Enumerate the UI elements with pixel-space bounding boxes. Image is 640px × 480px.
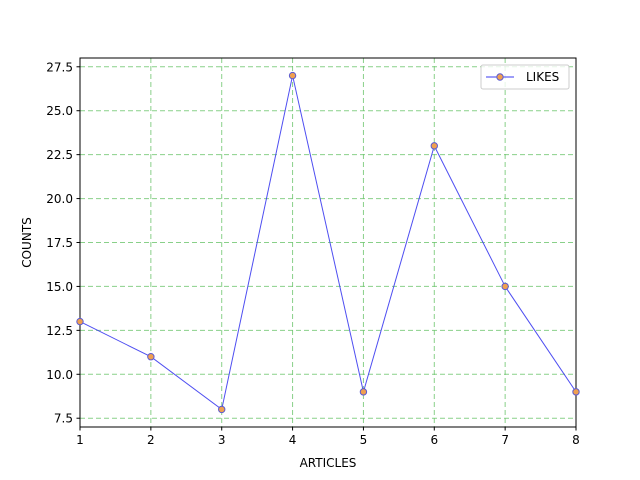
legend-label-likes: LIKES bbox=[526, 70, 559, 84]
grid-lines bbox=[79, 58, 577, 427]
y-axis-ticks: 7.5 10.0 12.5 15.0 17.5 20.0 22.5 25.0 27.5 bbox=[46, 60, 80, 426]
data-point-2 bbox=[147, 353, 155, 361]
x-axis-label: ARTICLES bbox=[300, 456, 357, 470]
y-tick-label-25.0: 25.0 bbox=[46, 104, 73, 118]
x-tick-label-8: 8 bbox=[572, 433, 580, 447]
x-tick-label-3: 3 bbox=[218, 433, 226, 447]
y-axis-label: COUNTS bbox=[20, 217, 34, 268]
data-point-1 bbox=[76, 317, 84, 326]
x-tick-label-5: 5 bbox=[360, 433, 368, 447]
y-tick-label-27.5: 27.5 bbox=[46, 60, 73, 74]
x-tick-label-6: 6 bbox=[430, 433, 438, 447]
legend-box bbox=[480, 64, 570, 90]
y-tick-label-20.0: 20.0 bbox=[46, 192, 73, 206]
x-tick-label-1: 1 bbox=[76, 433, 84, 447]
x-axis-ticks: 1 2 3 4 5 6 7 8 bbox=[76, 427, 580, 447]
y-tick-label-22.5: 22.5 bbox=[46, 148, 73, 162]
data-point-8 bbox=[572, 388, 580, 396]
y-tick-label-7.5: 7.5 bbox=[54, 412, 73, 426]
y-tick-label-12.5: 12.5 bbox=[46, 324, 73, 338]
legend: LIKES bbox=[480, 64, 570, 90]
x-tick-label-4: 4 bbox=[289, 433, 297, 447]
data-point-4 bbox=[288, 71, 297, 80]
y-tick-label-10.0: 10.0 bbox=[46, 368, 73, 382]
legend-marker-swatch bbox=[496, 73, 504, 81]
x-tick-label-7: 7 bbox=[501, 433, 509, 447]
data-point-3 bbox=[218, 405, 226, 414]
y-tick-label-17.5: 17.5 bbox=[46, 236, 73, 250]
data-point-5 bbox=[359, 388, 368, 396]
x-tick-label-2: 2 bbox=[147, 433, 155, 447]
series-line-likes bbox=[79, 75, 577, 411]
y-tick-label-15.0: 15.0 bbox=[46, 280, 73, 294]
data-point-7 bbox=[501, 282, 509, 291]
data-point-6 bbox=[430, 142, 438, 150]
series-likes bbox=[76, 71, 580, 414]
